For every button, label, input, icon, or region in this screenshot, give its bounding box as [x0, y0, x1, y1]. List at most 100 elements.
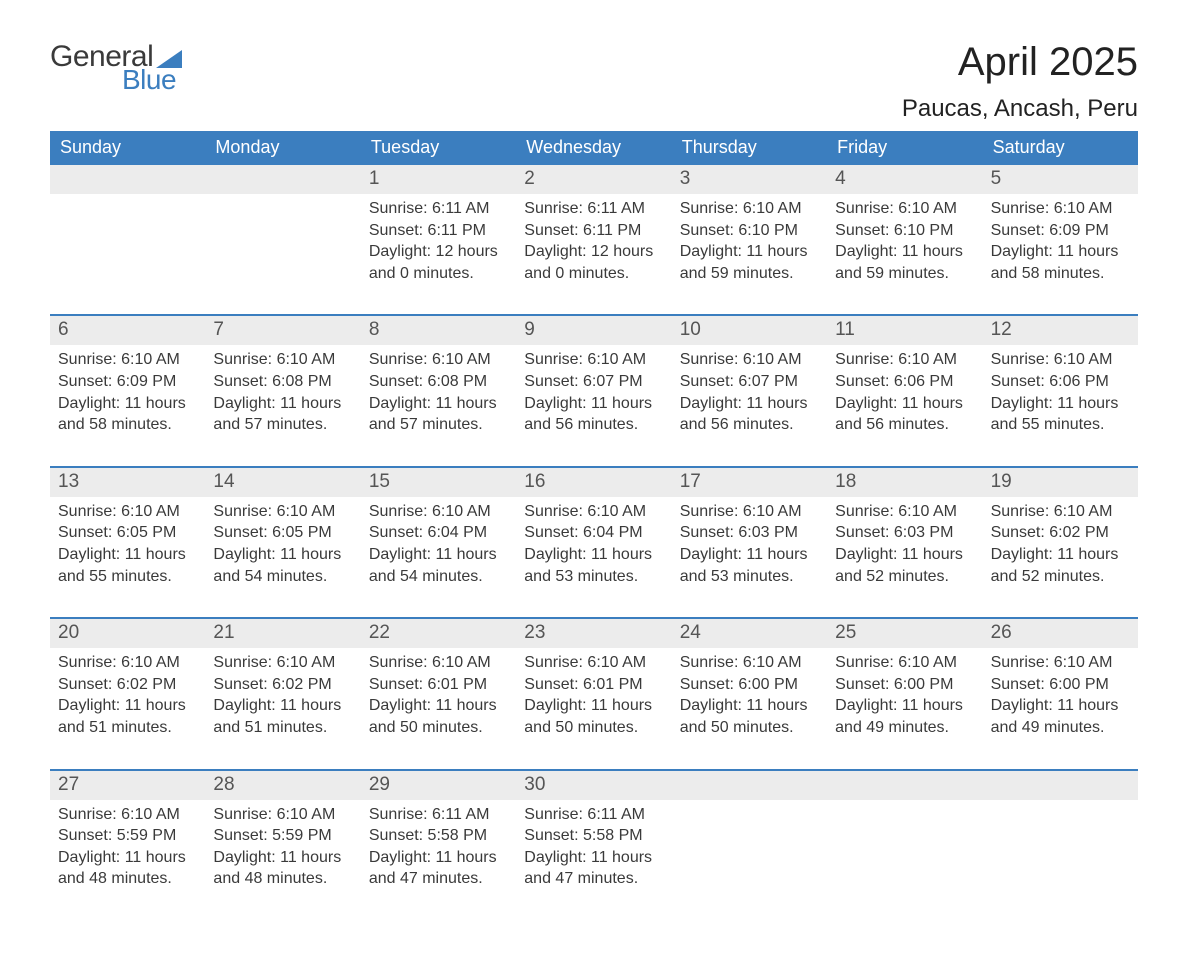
sunset-line: Sunset: 5:58 PM	[524, 825, 663, 847]
week-row: 13Sunrise: 6:10 AMSunset: 6:05 PMDayligh…	[50, 466, 1138, 587]
day-cell-8: 8Sunrise: 6:10 AMSunset: 6:08 PMDaylight…	[361, 316, 516, 435]
day-cell-24: 24Sunrise: 6:10 AMSunset: 6:00 PMDayligh…	[672, 619, 827, 738]
day-number	[827, 771, 982, 800]
day-number: 7	[205, 316, 360, 345]
day-number: 22	[361, 619, 516, 648]
sunset-line: Sunset: 6:07 PM	[524, 371, 663, 393]
day-cell-26: 26Sunrise: 6:10 AMSunset: 6:00 PMDayligh…	[983, 619, 1138, 738]
day-body: Sunrise: 6:10 AMSunset: 6:07 PMDaylight:…	[672, 345, 827, 435]
daylight-line: Daylight: 11 hours and 55 minutes.	[58, 544, 197, 587]
daylight-line: Daylight: 11 hours and 56 minutes.	[835, 393, 974, 436]
day-number: 16	[516, 468, 671, 497]
sunrise-line: Sunrise: 6:10 AM	[369, 349, 508, 371]
day-cell-15: 15Sunrise: 6:10 AMSunset: 6:04 PMDayligh…	[361, 468, 516, 587]
day-number: 15	[361, 468, 516, 497]
day-number: 28	[205, 771, 360, 800]
day-number: 14	[205, 468, 360, 497]
daylight-line: Daylight: 11 hours and 50 minutes.	[524, 695, 663, 738]
daylight-line: Daylight: 11 hours and 59 minutes.	[680, 241, 819, 284]
sunrise-line: Sunrise: 6:10 AM	[369, 652, 508, 674]
sunset-line: Sunset: 6:04 PM	[524, 522, 663, 544]
day-number	[672, 771, 827, 800]
sunrise-line: Sunrise: 6:10 AM	[835, 501, 974, 523]
dow-cell-tuesday: Tuesday	[361, 131, 516, 165]
day-cell-11: 11Sunrise: 6:10 AMSunset: 6:06 PMDayligh…	[827, 316, 982, 435]
sunrise-line: Sunrise: 6:10 AM	[369, 501, 508, 523]
daylight-line: Daylight: 11 hours and 57 minutes.	[213, 393, 352, 436]
day-cell-empty	[672, 771, 827, 890]
day-body: Sunrise: 6:10 AMSunset: 6:05 PMDaylight:…	[50, 497, 205, 587]
daylight-line: Daylight: 11 hours and 48 minutes.	[58, 847, 197, 890]
day-cell-21: 21Sunrise: 6:10 AMSunset: 6:02 PMDayligh…	[205, 619, 360, 738]
daylight-line: Daylight: 12 hours and 0 minutes.	[524, 241, 663, 284]
sunrise-line: Sunrise: 6:10 AM	[213, 804, 352, 826]
day-body: Sunrise: 6:10 AMSunset: 6:09 PMDaylight:…	[983, 194, 1138, 284]
day-number: 26	[983, 619, 1138, 648]
sunset-line: Sunset: 6:05 PM	[213, 522, 352, 544]
sunset-line: Sunset: 6:03 PM	[835, 522, 974, 544]
daylight-line: Daylight: 11 hours and 52 minutes.	[835, 544, 974, 587]
sunset-line: Sunset: 6:06 PM	[835, 371, 974, 393]
day-body: Sunrise: 6:10 AMSunset: 6:01 PMDaylight:…	[361, 648, 516, 738]
day-body: Sunrise: 6:11 AMSunset: 5:58 PMDaylight:…	[361, 800, 516, 890]
location: Paucas, Ancash, Peru	[902, 95, 1138, 123]
daylight-line: Daylight: 11 hours and 54 minutes.	[369, 544, 508, 587]
day-number: 23	[516, 619, 671, 648]
header: General Blue April 2025 Paucas, Ancash, …	[50, 40, 1138, 123]
day-body: Sunrise: 6:10 AMSunset: 6:03 PMDaylight:…	[672, 497, 827, 587]
sunrise-line: Sunrise: 6:10 AM	[524, 652, 663, 674]
logo-word-blue: Blue	[122, 64, 182, 96]
day-number: 1	[361, 165, 516, 194]
sunrise-line: Sunrise: 6:10 AM	[213, 349, 352, 371]
dow-cell-sunday: Sunday	[50, 131, 205, 165]
daylight-line: Daylight: 11 hours and 50 minutes.	[680, 695, 819, 738]
day-number: 21	[205, 619, 360, 648]
sunset-line: Sunset: 6:09 PM	[58, 371, 197, 393]
day-number: 18	[827, 468, 982, 497]
sunrise-line: Sunrise: 6:10 AM	[58, 349, 197, 371]
daylight-line: Daylight: 12 hours and 0 minutes.	[369, 241, 508, 284]
week-row: 27Sunrise: 6:10 AMSunset: 5:59 PMDayligh…	[50, 769, 1138, 890]
sunrise-line: Sunrise: 6:10 AM	[835, 349, 974, 371]
day-body: Sunrise: 6:10 AMSunset: 6:03 PMDaylight:…	[827, 497, 982, 587]
sunrise-line: Sunrise: 6:10 AM	[58, 501, 197, 523]
day-number: 10	[672, 316, 827, 345]
dow-cell-friday: Friday	[827, 131, 982, 165]
day-cell-23: 23Sunrise: 6:10 AMSunset: 6:01 PMDayligh…	[516, 619, 671, 738]
sunrise-line: Sunrise: 6:10 AM	[213, 501, 352, 523]
day-number: 6	[50, 316, 205, 345]
day-number	[205, 165, 360, 194]
sunrise-line: Sunrise: 6:10 AM	[58, 804, 197, 826]
title-block: April 2025 Paucas, Ancash, Peru	[902, 40, 1138, 123]
day-number: 17	[672, 468, 827, 497]
sunset-line: Sunset: 6:07 PM	[680, 371, 819, 393]
daylight-line: Daylight: 11 hours and 49 minutes.	[991, 695, 1130, 738]
day-body: Sunrise: 6:11 AMSunset: 5:58 PMDaylight:…	[516, 800, 671, 890]
sunrise-line: Sunrise: 6:10 AM	[991, 652, 1130, 674]
day-of-week-header: SundayMondayTuesdayWednesdayThursdayFrid…	[50, 131, 1138, 165]
daylight-line: Daylight: 11 hours and 53 minutes.	[680, 544, 819, 587]
sunset-line: Sunset: 6:05 PM	[58, 522, 197, 544]
day-number: 13	[50, 468, 205, 497]
day-body: Sunrise: 6:10 AMSunset: 6:08 PMDaylight:…	[361, 345, 516, 435]
sunrise-line: Sunrise: 6:10 AM	[58, 652, 197, 674]
day-body: Sunrise: 6:10 AMSunset: 6:00 PMDaylight:…	[672, 648, 827, 738]
day-body: Sunrise: 6:11 AMSunset: 6:11 PMDaylight:…	[516, 194, 671, 284]
day-body: Sunrise: 6:10 AMSunset: 6:02 PMDaylight:…	[205, 648, 360, 738]
day-number: 27	[50, 771, 205, 800]
daylight-line: Daylight: 11 hours and 47 minutes.	[524, 847, 663, 890]
sunset-line: Sunset: 6:01 PM	[369, 674, 508, 696]
day-cell-12: 12Sunrise: 6:10 AMSunset: 6:06 PMDayligh…	[983, 316, 1138, 435]
day-cell-28: 28Sunrise: 6:10 AMSunset: 5:59 PMDayligh…	[205, 771, 360, 890]
sunrise-line: Sunrise: 6:10 AM	[991, 198, 1130, 220]
daylight-line: Daylight: 11 hours and 59 minutes.	[835, 241, 974, 284]
day-cell-7: 7Sunrise: 6:10 AMSunset: 6:08 PMDaylight…	[205, 316, 360, 435]
day-body: Sunrise: 6:10 AMSunset: 6:06 PMDaylight:…	[827, 345, 982, 435]
weeks-container: 1Sunrise: 6:11 AMSunset: 6:11 PMDaylight…	[50, 165, 1138, 890]
sunrise-line: Sunrise: 6:10 AM	[524, 501, 663, 523]
sunrise-line: Sunrise: 6:10 AM	[835, 652, 974, 674]
day-cell-empty	[205, 165, 360, 284]
daylight-line: Daylight: 11 hours and 51 minutes.	[213, 695, 352, 738]
sunrise-line: Sunrise: 6:10 AM	[680, 349, 819, 371]
sunset-line: Sunset: 5:59 PM	[213, 825, 352, 847]
